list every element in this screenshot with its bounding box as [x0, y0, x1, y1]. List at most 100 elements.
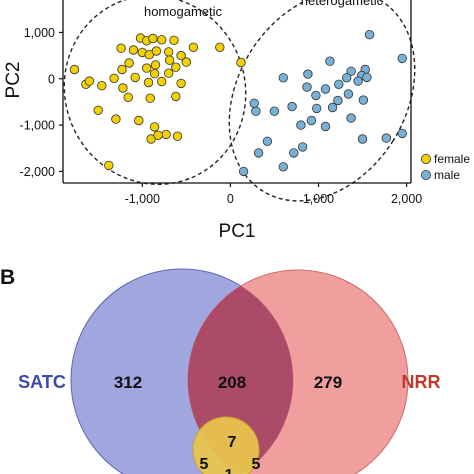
data-point-male	[253, 148, 264, 158]
heterogametic-ellipse	[228, 0, 416, 202]
data-point-female	[156, 76, 167, 87]
data-point-male	[303, 69, 313, 79]
data-point-male	[353, 76, 363, 86]
venn-panel: B SATC NRR 312 208 279 7 5 5 1	[0, 266, 441, 474]
data-point-female	[145, 93, 155, 103]
data-point-female	[141, 63, 152, 73]
legend-label-male: male	[434, 168, 460, 182]
venn-value-intersection: 208	[218, 373, 246, 392]
x-tick-label: 0	[227, 192, 234, 206]
data-point-female	[164, 55, 175, 65]
venn-value-small-left: 5	[200, 456, 209, 473]
data-point-female	[171, 91, 181, 102]
data-point-male	[278, 73, 289, 83]
venn-set-label-nrr: NRR	[402, 372, 441, 392]
y-tick-label: 1,000	[24, 26, 55, 40]
data-point-female	[153, 130, 163, 141]
data-point-male	[312, 103, 322, 114]
data-point-female	[148, 33, 158, 44]
data-point-female	[151, 46, 162, 56]
plot-axes	[62, 0, 412, 184]
data-point-female	[150, 60, 161, 70]
data-point-male	[325, 56, 335, 66]
y-tick-label: -2,000	[20, 165, 55, 179]
data-point-male	[238, 166, 249, 177]
data-point-male	[364, 30, 375, 40]
pca-panel: homogametic heterogametic -1,000 0 1,000 2,…	[3, 0, 470, 242]
data-point-female	[117, 64, 127, 75]
data-point-female	[134, 115, 144, 126]
data-point-male	[334, 79, 344, 90]
venn-value-small-right: 5	[252, 456, 261, 473]
y-tick-label: 0	[48, 72, 55, 86]
data-point-female	[176, 78, 186, 89]
venn-set-label-satc: SATC	[18, 372, 66, 392]
data-point-male	[311, 90, 321, 101]
data-point-female	[104, 160, 114, 171]
data-point-male	[346, 66, 356, 77]
x-tick-label: 1,000	[303, 192, 334, 206]
data-point-male	[327, 102, 338, 113]
legend: female male	[420, 152, 470, 182]
data-point-female	[97, 80, 107, 91]
data-point-female	[69, 64, 80, 75]
data-point-male	[296, 120, 306, 130]
data-point-female	[128, 45, 139, 55]
data-point-female	[181, 57, 192, 67]
data-point-male	[251, 106, 261, 116]
data-point-female	[188, 42, 199, 53]
panel-b-label: B	[0, 266, 15, 289]
data-point-male	[306, 115, 317, 126]
data-point-female	[118, 83, 128, 93]
data-point-male	[262, 136, 273, 147]
legend-marker-female	[420, 153, 431, 164]
venn-value-center: 7	[228, 434, 237, 451]
data-point-male	[346, 113, 356, 123]
data-point-male	[320, 121, 331, 132]
data-point-male	[278, 162, 289, 172]
scatter-points	[69, 30, 407, 177]
venn-value-nrr-only: 279	[314, 373, 342, 392]
data-point-male	[342, 73, 352, 83]
data-point-female	[93, 105, 103, 116]
data-point-female	[172, 131, 183, 141]
venn-value-satc-only: 312	[114, 373, 142, 392]
y-ticks: 1,000 0 -1,000 -2,000	[20, 26, 63, 179]
data-point-male	[302, 82, 312, 92]
data-point-male	[333, 95, 343, 106]
data-point-female	[143, 77, 154, 88]
data-point-male	[397, 128, 407, 139]
homogametic-ellipse	[63, 0, 247, 186]
data-point-female	[149, 122, 160, 132]
data-point-female	[130, 72, 140, 83]
data-point-female	[171, 62, 181, 72]
x-tick-label: 2,000	[391, 192, 422, 206]
data-point-female	[215, 42, 225, 53]
venn-value-small-bottom: 1	[225, 467, 234, 474]
data-point-male	[397, 53, 407, 64]
annotation-homogametic: homogametic	[144, 4, 223, 19]
x-axis-label: PC1	[219, 221, 256, 242]
data-point-female	[116, 43, 126, 53]
data-point-male	[320, 84, 331, 94]
data-point-female	[123, 92, 133, 103]
legend-label-female: female	[434, 152, 470, 166]
data-point-female	[169, 35, 179, 46]
annotation-heterogametic: heterogametic	[301, 0, 384, 8]
data-point-male	[249, 98, 259, 109]
data-point-male	[357, 134, 368, 144]
data-point-female	[163, 68, 174, 78]
data-point-male	[381, 133, 392, 143]
data-point-female	[236, 57, 246, 68]
x-ticks: -1,000 0 1,000 2,000	[125, 183, 422, 206]
data-point-female	[161, 129, 171, 140]
data-point-female	[149, 68, 160, 79]
data-point-male	[287, 101, 297, 112]
data-point-male	[297, 142, 308, 152]
data-point-female	[163, 47, 174, 57]
group-ellipses	[63, 0, 416, 202]
y-axis-label: PC2	[3, 62, 24, 99]
data-point-female	[124, 58, 134, 68]
data-point-female	[156, 35, 167, 45]
